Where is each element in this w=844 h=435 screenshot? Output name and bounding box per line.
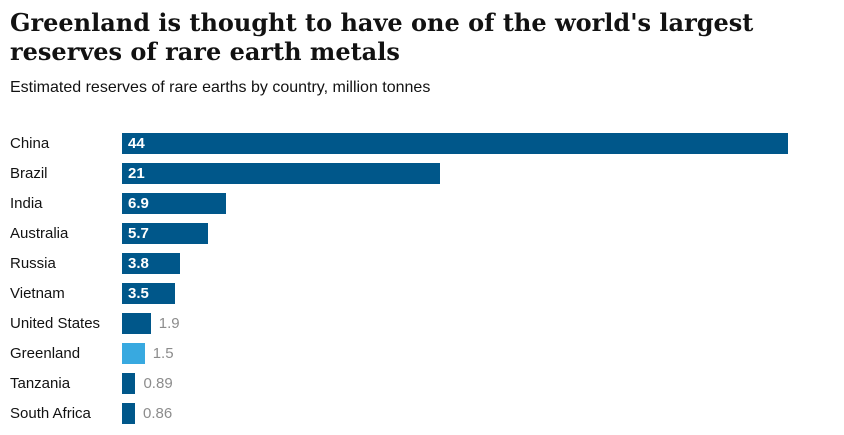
bar-value: 21: [128, 165, 145, 183]
chart-title: Greenland is thought to have one of the …: [10, 8, 754, 67]
bar: 3.5: [122, 283, 175, 305]
bar-row: Brazil 21: [10, 159, 788, 189]
bar-value: 44: [128, 135, 145, 153]
bar-label: Vietnam: [10, 285, 65, 303]
bar-label: United States: [10, 315, 101, 333]
bar-track: 44: [122, 133, 788, 155]
bar-row: South Africa 0.86: [10, 399, 788, 429]
bar-label: Tanzania: [10, 375, 71, 393]
bar-label: India: [10, 195, 43, 213]
bar: 5.7: [122, 223, 209, 245]
bar-track: 21: [122, 163, 788, 185]
bar-label: Russia: [10, 255, 56, 273]
chart: Greenland is thought to have one of the …: [10, 8, 788, 429]
bar-track: 3.8: [122, 253, 788, 275]
bar-track: 6.9: [122, 193, 788, 215]
bar: [122, 403, 136, 425]
bar-row: Vietnam 3.5: [10, 279, 788, 309]
bar-row: India 6.9: [10, 189, 788, 219]
bar-label: China: [10, 135, 50, 153]
bar: 44: [122, 133, 788, 155]
bar: [122, 373, 136, 395]
bar-value: 1.9: [158, 315, 180, 333]
chart-subtitle: Estimated reserves of rare earths by cou…: [10, 78, 431, 96]
bar: 6.9: [122, 193, 227, 215]
bar-row: Russia 3.8: [10, 249, 788, 279]
bar-track: 1.9: [122, 313, 788, 335]
bar: 3.8: [122, 253, 180, 275]
bar-row: Greenland 1.5: [10, 339, 788, 369]
bar-rows: China 44 Brazil 21 India 6.9 Australia 5.7 Russi…: [10, 129, 788, 429]
bar-value: 0.89: [143, 375, 173, 393]
bar-value: 5.7: [128, 225, 149, 243]
bar-track: 3.5: [122, 283, 788, 305]
bar-track: 0.89: [122, 373, 788, 395]
bar-label: South Africa: [10, 405, 91, 423]
bar-value: 0.86: [143, 405, 173, 423]
bar-row: United States 1.9: [10, 309, 788, 339]
bar-value: 6.9: [128, 195, 149, 213]
bar-row: China 44: [10, 129, 788, 159]
bar: [122, 343, 145, 365]
bar-row: Australia 5.7: [10, 219, 788, 249]
bar-track: 0.86: [122, 403, 788, 425]
bar-label: Greenland: [10, 345, 81, 363]
bar-value: 3.5: [128, 285, 149, 303]
bar: [122, 313, 151, 335]
bar-value: 1.5: [152, 345, 174, 363]
bar: 21: [122, 163, 440, 185]
bar-track: 5.7: [122, 223, 788, 245]
bar-label: Australia: [10, 225, 69, 243]
bar-label: Brazil: [10, 165, 48, 183]
bar-row: Tanzania 0.89: [10, 369, 788, 399]
bar-value: 3.8: [128, 255, 149, 273]
bar-track: 1.5: [122, 343, 788, 365]
